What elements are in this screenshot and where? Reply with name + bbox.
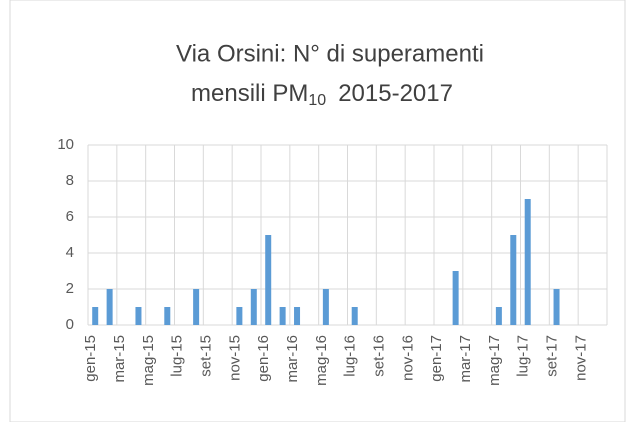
x-tick-label: mag-17 xyxy=(486,335,503,386)
bar xyxy=(452,271,459,325)
y-tick-label: 10 xyxy=(57,136,74,153)
y-tick-label: 4 xyxy=(66,244,74,261)
bar xyxy=(193,289,200,325)
bar xyxy=(250,289,257,325)
bar xyxy=(351,307,358,325)
y-tick-label: 0 xyxy=(66,316,74,333)
x-tick-label: nov-17 xyxy=(572,335,589,381)
chart-title: Via Orsini: N° di superamenti xyxy=(176,40,484,67)
x-tick-label: lug-17 xyxy=(515,335,532,377)
title-part: mensili PM xyxy=(191,80,308,107)
bar xyxy=(495,307,502,325)
bar xyxy=(524,199,531,325)
title-subscript: 10 xyxy=(308,92,326,109)
y-tick-label: 2 xyxy=(66,280,74,297)
bar xyxy=(106,289,113,325)
x-tick-label: set-16 xyxy=(371,335,388,377)
title-part: 2015-2017 xyxy=(338,80,453,107)
bar xyxy=(279,307,286,325)
bar xyxy=(236,307,243,325)
x-tick-label: set-17 xyxy=(544,335,561,377)
bar xyxy=(322,289,329,325)
bar xyxy=(164,307,171,325)
x-tick-label: gen-15 xyxy=(82,335,99,382)
x-tick-label: mar-17 xyxy=(457,335,474,383)
chart-frame xyxy=(9,0,626,422)
bar xyxy=(135,307,142,325)
bar xyxy=(510,235,517,325)
x-tick-label: mag-15 xyxy=(140,335,157,386)
bar xyxy=(265,235,272,325)
x-tick-label: set-15 xyxy=(198,335,215,377)
x-tick-label: gen-17 xyxy=(428,335,445,382)
x-tick-label: mar-15 xyxy=(111,335,128,383)
bar xyxy=(553,289,560,325)
x-tick-label: nov-15 xyxy=(226,335,243,381)
x-tick-label: mag-16 xyxy=(313,335,330,386)
x-tick-label: mar-16 xyxy=(284,335,301,383)
chart-title: mensili PM10 2015-2017 xyxy=(191,80,453,109)
x-tick-label: nov-16 xyxy=(399,335,416,381)
bar xyxy=(294,307,301,325)
bar xyxy=(92,307,99,325)
x-tick-label: gen-16 xyxy=(255,335,272,382)
x-tick-label: lug-15 xyxy=(169,335,186,377)
y-tick-label: 8 xyxy=(66,172,74,189)
x-tick-label: lug-16 xyxy=(342,335,359,377)
y-tick-label: 6 xyxy=(66,208,74,225)
